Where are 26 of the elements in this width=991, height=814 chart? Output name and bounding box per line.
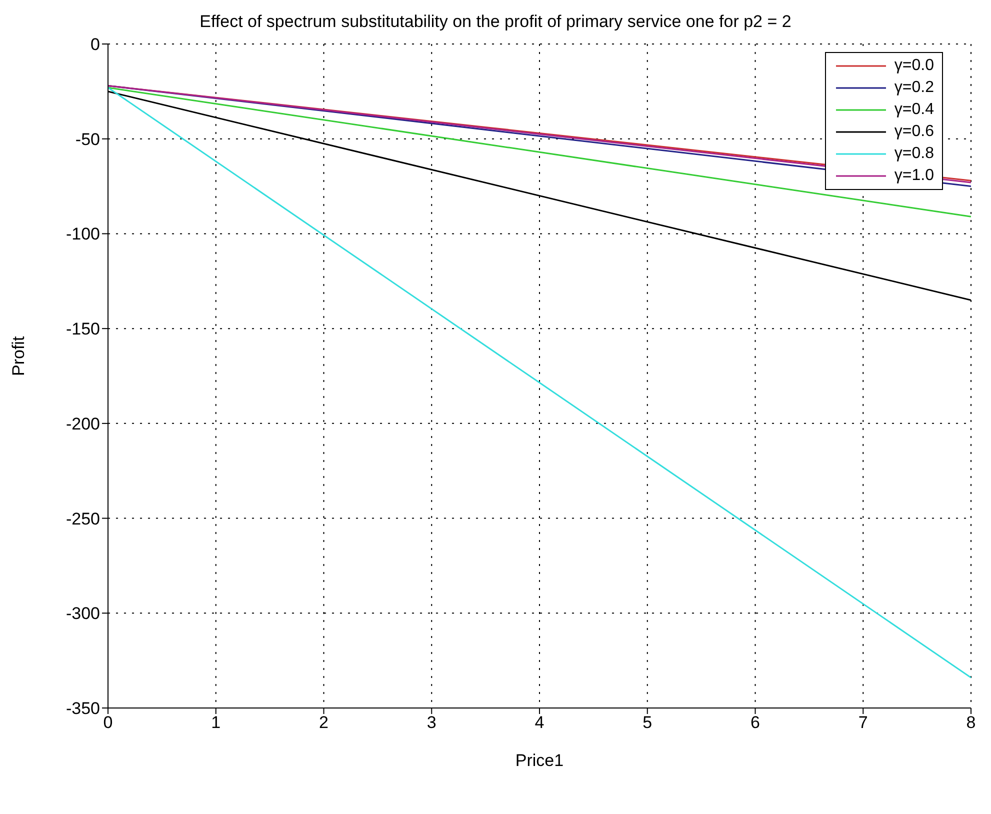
y-tick-label: -100	[66, 224, 100, 244]
x-tick-label: 7	[858, 713, 868, 732]
legend-label: γ=0.0	[894, 57, 934, 75]
y-tick-label: -350	[66, 699, 100, 718]
x-tick-label: 8	[966, 713, 976, 732]
x-tick-label: 1	[211, 713, 221, 732]
y-tick-label: -200	[66, 414, 100, 434]
x-tick-label: 2	[319, 713, 328, 732]
y-tick-label: -250	[66, 509, 100, 528]
legend-label: γ=0.2	[894, 79, 934, 97]
y-tick-label: -150	[66, 320, 100, 339]
x-tick-label: 0	[103, 713, 113, 732]
x-tick-label: 4	[534, 713, 544, 732]
x-tick-label: 5	[642, 713, 652, 732]
x-tick-label: 6	[750, 713, 760, 732]
x-axis-title: Price1	[515, 751, 564, 770]
chart-title: Effect of spectrum substitutability on the profit of primary service one for p2 = 2	[198, 12, 792, 32]
legend-label: γ=1.0	[894, 167, 934, 185]
legend-label: γ=0.8	[894, 145, 934, 163]
legend-label: γ=0.4	[894, 101, 934, 119]
y-tick-label: 0	[90, 35, 100, 54]
y-tick-label: -50	[75, 130, 100, 149]
y-axis-title: Profit	[9, 336, 28, 376]
x-tick-label: 3	[426, 713, 436, 732]
legend-label: γ=0.6	[894, 123, 934, 141]
y-tick-label: -300	[66, 604, 100, 624]
